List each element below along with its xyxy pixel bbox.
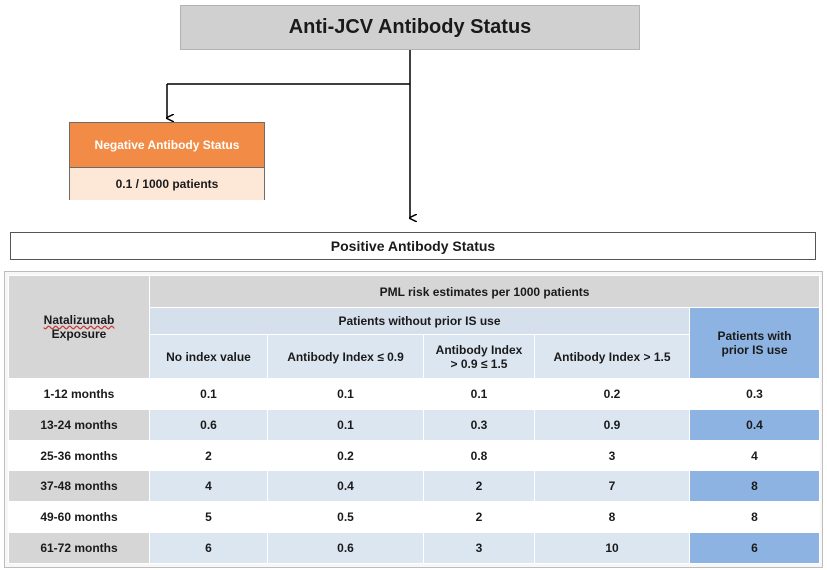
prior-is-header: Patients with prior IS use [688,307,821,379]
cell-index-09-15: 3 [423,532,535,564]
group-header: PML risk estimates per 1000 patients [148,275,821,308]
cell-no-index: 5 [149,501,268,534]
positive-status-header: Positive Antibody Status [10,232,816,260]
cell-index-le-09: 0.1 [267,378,424,410]
connector-arrows [0,50,827,232]
cell-index-09-15: 0.8 [423,439,535,472]
table-row: 49-60 months 5 0.5 2 8 8 [8,501,821,534]
table-row: 37-48 months 4 0.4 2 7 8 [8,470,821,503]
pml-risk-table: Natalizumab Exposure PML risk estimates … [8,275,821,564]
row-label: 25-36 months [8,439,150,472]
column-header-row: No index value Antibody Index ≤ 0.9 Anti… [9,334,820,379]
cell-index-le-09: 0.1 [267,408,424,441]
table-row: 1-12 months 0.1 0.1 0.1 0.2 0.3 [8,378,821,410]
prior-is-header-line-1: Patients with [717,329,792,343]
cell-index-le-09: 0.4 [267,470,424,503]
cell-prior-is: 0.3 [688,378,821,410]
cell-index-09-15: 0.1 [423,378,535,410]
cell-no-index: 4 [149,470,268,503]
cell-index-09-15: 2 [423,470,535,503]
cell-prior-is: 4 [688,439,821,472]
col-header-index-09-15-line-1: Antibody Index [435,342,523,357]
cell-prior-is: 0.4 [688,408,821,441]
cell-no-index: 2 [149,439,268,472]
cell-index-09-15: 0.3 [423,408,535,441]
table-row: 25-36 months 2 0.2 0.8 3 4 [8,439,821,472]
table-row: 61-72 months 6 0.6 3 10 6 [8,532,821,564]
cell-index-gt-15: 3 [534,439,690,472]
cell-index-gt-15: 0.2 [534,378,690,410]
exposure-header: Natalizumab Exposure [8,275,150,379]
col-header-index-gt-15: Antibody Index > 1.5 [534,334,690,379]
col-header-index-09-15-line-2: > 0.9 ≤ 1.5 [450,356,508,371]
negative-status-box: Negative Antibody Status 0.1 / 1000 pati… [69,122,265,200]
cell-prior-is: 8 [688,501,821,534]
subgroup-header: Patients without prior IS use [149,307,690,335]
prior-is-header-line-2: prior IS use [721,343,788,357]
exposure-header-line-1: Natalizumab [43,313,115,327]
exposure-header-line-2: Exposure [51,327,107,341]
col-header-index-le-09-text: Antibody Index ≤ 0.9 [287,349,404,364]
table-row: 13-24 months 0.6 0.1 0.3 0.9 0.4 [8,408,821,441]
negative-status-value: 0.1 / 1000 patients [70,168,264,200]
risk-table-frame: Natalizumab Exposure PML risk estimates … [4,271,823,568]
table-header-row: Natalizumab Exposure PML risk estimates … [8,275,821,379]
cell-index-gt-15: 0.9 [534,408,690,441]
cell-index-le-09: 0.2 [267,439,424,472]
cell-prior-is: 6 [688,532,821,564]
cell-no-index: 0.1 [149,378,268,410]
cell-no-index: 6 [149,532,268,564]
row-label: 13-24 months [8,408,150,441]
row-label: 61-72 months [8,532,150,564]
diagram-title: Anti-JCV Antibody Status [180,5,640,50]
col-header-no-index: No index value [149,334,268,379]
row-label: 49-60 months [8,501,150,534]
cell-index-gt-15: 7 [534,470,690,503]
cell-no-index: 0.6 [149,408,268,441]
col-header-index-le-09: Antibody Index ≤ 0.9 [267,334,424,379]
negative-status-header: Negative Antibody Status [70,123,264,168]
row-label: 37-48 months [8,470,150,503]
col-header-index-09-15: Antibody Index > 0.9 ≤ 1.5 [423,334,535,379]
cell-index-gt-15: 8 [534,501,690,534]
cell-prior-is: 8 [688,470,821,503]
col-header-index-gt-15-text: Antibody Index > 1.5 [553,349,671,364]
cell-index-le-09: 0.6 [267,532,424,564]
cell-index-09-15: 2 [423,501,535,534]
cell-index-le-09: 0.5 [267,501,424,534]
cell-index-gt-15: 10 [534,532,690,564]
row-label: 1-12 months [8,378,150,410]
col-header-no-index-text: No index value [166,349,251,364]
